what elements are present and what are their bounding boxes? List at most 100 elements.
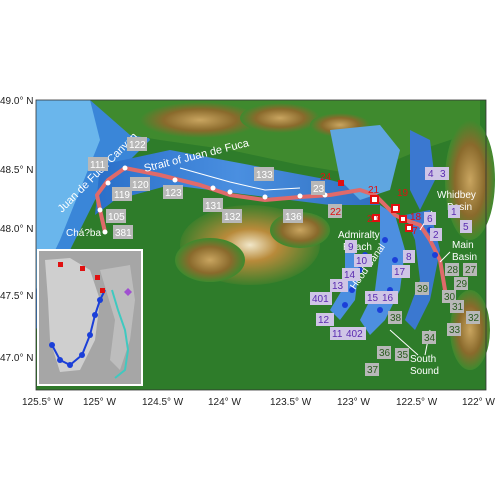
- lon-label-5: 123° W: [337, 397, 370, 408]
- track-station-dot: [102, 229, 108, 235]
- red-station-marker: [370, 195, 379, 204]
- station-label: 24: [320, 172, 332, 183]
- track-station-dot: [105, 180, 111, 186]
- station-label: 37: [365, 363, 379, 376]
- track-station-dot: [172, 177, 178, 183]
- svg-text:6: 6: [427, 214, 433, 225]
- svg-text:136: 136: [285, 212, 302, 223]
- station-label: 136: [283, 209, 303, 223]
- svg-text:15: 15: [367, 293, 379, 304]
- station-label: 27: [463, 263, 477, 276]
- south-sound-labels: 28 27 29 30 31 32 33 34 35 36 37 38 39: [365, 263, 480, 376]
- station-label: 16: [380, 291, 398, 304]
- svg-text:3: 3: [440, 169, 446, 180]
- track-station-dot: [122, 165, 128, 171]
- svg-text:401: 401: [312, 294, 329, 305]
- red-station-marker: [338, 180, 344, 186]
- label-admiralty-line1: Admiralty: [338, 230, 380, 241]
- station-label: 11: [330, 327, 348, 340]
- station-label: 19: [397, 188, 409, 199]
- station-label: 21: [368, 185, 380, 196]
- station-label: 39: [415, 282, 429, 295]
- station-label: 1: [448, 205, 460, 218]
- station-label: 38: [388, 311, 402, 324]
- lon-label-3: 124° W: [208, 397, 241, 408]
- svg-text:122: 122: [129, 140, 146, 151]
- station-label: 29: [454, 277, 468, 290]
- station-label: 402: [344, 327, 366, 340]
- svg-text:38: 38: [390, 313, 402, 324]
- station-label: 123: [163, 185, 183, 199]
- station-label: 17: [392, 265, 410, 278]
- svg-text:27: 27: [465, 265, 477, 276]
- svg-text:2: 2: [433, 230, 439, 241]
- svg-text:13: 13: [332, 281, 344, 292]
- label-main-basin-line1: Main: [452, 240, 474, 251]
- lon-label-2: 124.5° W: [142, 397, 184, 408]
- station-label: 20: [367, 214, 379, 225]
- svg-text:30: 30: [444, 292, 456, 303]
- red-station-labels: 24 21 19 20 18 7: [320, 172, 422, 237]
- red-station-marker: [372, 214, 380, 222]
- station-label: 120: [130, 177, 150, 191]
- station-label: 122: [127, 137, 147, 151]
- station-label: 3: [437, 167, 449, 180]
- svg-text:39: 39: [417, 284, 429, 295]
- map-frame: [36, 100, 495, 390]
- label-chaba: Chá?ba: [66, 228, 101, 239]
- svg-text:23: 23: [313, 184, 325, 195]
- svg-text:16: 16: [382, 293, 394, 304]
- station-label: 30: [442, 290, 456, 303]
- station-label: 33: [447, 323, 461, 336]
- station-label: 12: [316, 313, 334, 326]
- svg-text:29: 29: [456, 279, 468, 290]
- cruise-track: [95, 166, 447, 292]
- station-label: 32: [466, 311, 480, 324]
- station-label: 132: [222, 209, 242, 223]
- station-label: 131: [203, 198, 223, 212]
- station-label: 9: [345, 240, 357, 253]
- station-label: 4: [425, 167, 437, 180]
- station-label: 2: [430, 228, 442, 241]
- svg-text:131: 131: [205, 201, 222, 212]
- svg-text:111: 111: [90, 160, 106, 171]
- svg-text:10: 10: [356, 256, 368, 267]
- lat-label-0: 49.0° N: [0, 96, 33, 107]
- label-main-basin-line2: Basin: [452, 252, 477, 263]
- svg-text:32: 32: [468, 313, 480, 324]
- station-label: 22: [328, 204, 342, 218]
- svg-text:34: 34: [424, 333, 436, 344]
- blue-station-marker: [342, 302, 348, 308]
- inset-map: [37, 249, 143, 386]
- track-station-dot: [97, 207, 103, 213]
- svg-text:402: 402: [346, 329, 363, 340]
- blue-station-marker: [377, 307, 383, 313]
- svg-text:33: 33: [449, 325, 461, 336]
- station-label: 10: [354, 254, 372, 267]
- label-admiralty-line2: Reach: [343, 242, 372, 253]
- svg-text:105: 105: [108, 212, 125, 223]
- station-label: 111: [88, 157, 108, 171]
- station-label: 15: [365, 291, 383, 304]
- station-label: 13: [330, 279, 348, 292]
- svg-text:132: 132: [224, 212, 241, 223]
- svg-text:17: 17: [394, 267, 406, 278]
- station-label: 31: [450, 300, 464, 313]
- svg-text:9: 9: [348, 242, 354, 253]
- red-station-marker: [405, 224, 413, 232]
- svg-text:31: 31: [452, 302, 464, 313]
- track-station-dot: [262, 194, 268, 200]
- lon-label-4: 123.5° W: [270, 397, 312, 408]
- station-label: 28: [445, 263, 459, 276]
- grey-station-labels: 111 122 119 120 105 381 123 131 132 133 …: [88, 137, 342, 239]
- svg-text:123: 123: [165, 188, 182, 199]
- station-label: 105: [106, 209, 126, 223]
- svg-text:37: 37: [367, 365, 379, 376]
- lon-label-6: 122.5° W: [396, 397, 438, 408]
- red-station-marker: [399, 215, 407, 223]
- svg-text:133: 133: [256, 170, 273, 181]
- svg-text:8: 8: [406, 252, 412, 263]
- station-label: 8: [403, 250, 415, 263]
- svg-text:22: 22: [330, 207, 342, 218]
- svg-text:1: 1: [451, 207, 457, 218]
